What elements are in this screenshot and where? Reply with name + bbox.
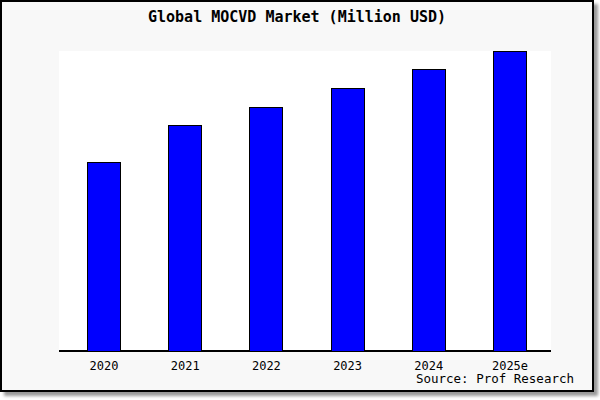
plot-area: 202020212022202320242025e xyxy=(59,51,551,351)
bar-2020 xyxy=(87,162,121,351)
x-tick-label-2022: 2022 xyxy=(231,359,301,373)
bar-2023 xyxy=(331,88,365,351)
x-tick-label-2023: 2023 xyxy=(313,359,383,373)
chart-card: Global MOCVD Market (Million USD) 202020… xyxy=(0,0,594,392)
bar-2024 xyxy=(412,69,446,351)
bar-2021 xyxy=(168,125,202,351)
x-tick-label-2021: 2021 xyxy=(150,359,220,373)
bar-2022 xyxy=(249,107,283,351)
bar-2025e xyxy=(493,51,527,351)
chart-title: Global MOCVD Market (Million USD) xyxy=(2,8,592,26)
source-note: Source: Prof Research xyxy=(416,371,574,386)
x-tick-label-2020: 2020 xyxy=(69,359,139,373)
x-axis-line xyxy=(59,350,551,352)
